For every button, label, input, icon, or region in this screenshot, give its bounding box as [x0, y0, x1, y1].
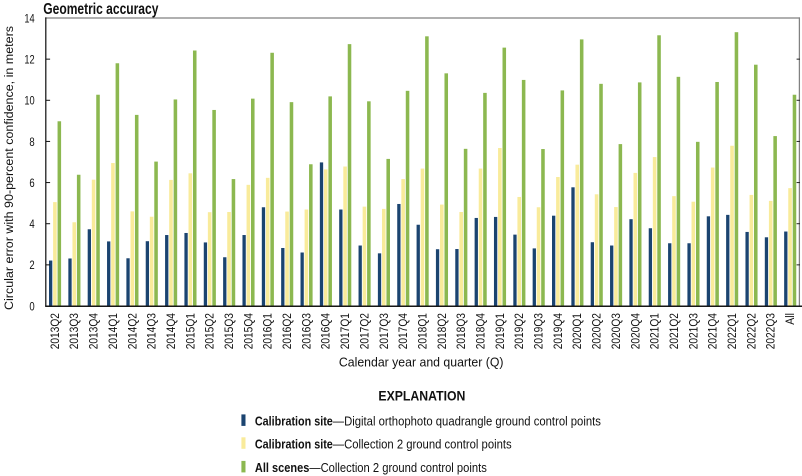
svg-text:2015Q3: 2015Q3 — [222, 313, 236, 349]
svg-text:0: 0 — [29, 299, 34, 313]
svg-text:2017Q3: 2017Q3 — [377, 313, 391, 349]
svg-text:2016Q4: 2016Q4 — [319, 313, 333, 349]
svg-text:2019Q3: 2019Q3 — [532, 313, 546, 349]
svg-text:10: 10 — [24, 94, 34, 108]
svg-text:Calibration site: Calibration site — [255, 438, 333, 452]
svg-text:2022Q3: 2022Q3 — [764, 313, 778, 349]
svg-text:2022Q2: 2022Q2 — [744, 313, 758, 349]
svg-text:2016Q2: 2016Q2 — [280, 313, 294, 349]
svg-text:Circular error with 90-percent: Circular error with 90-percent confidenc… — [2, 26, 16, 310]
svg-text:Calibration site: Calibration site — [255, 415, 333, 429]
svg-text:All: All — [783, 313, 797, 325]
svg-text:2020Q3: 2020Q3 — [609, 313, 623, 349]
svg-text:2016Q1: 2016Q1 — [261, 313, 275, 349]
svg-text:—Digital orthophoto quadrangle: —Digital orthophoto quadrangle ground co… — [333, 415, 601, 429]
svg-text:2018Q1: 2018Q1 — [415, 313, 429, 349]
svg-text:2018Q4: 2018Q4 — [473, 313, 487, 349]
svg-text:—Collection 2 ground control p: —Collection 2 ground control points — [309, 461, 486, 475]
svg-text:2020Q2: 2020Q2 — [590, 313, 604, 349]
svg-text:2018Q2: 2018Q2 — [435, 313, 449, 349]
svg-text:2021Q1: 2021Q1 — [648, 313, 662, 349]
svg-text:2020Q4: 2020Q4 — [628, 313, 642, 349]
svg-text:Geometric accuracy: Geometric accuracy — [43, 1, 158, 18]
svg-text:12: 12 — [24, 52, 34, 66]
svg-text:2019Q1: 2019Q1 — [493, 313, 507, 349]
svg-text:Calendar year and quarter (Q): Calendar year and quarter (Q) — [339, 356, 504, 370]
svg-text:2019Q2: 2019Q2 — [512, 313, 526, 349]
svg-text:6: 6 — [29, 176, 34, 190]
svg-text:2017Q1: 2017Q1 — [338, 313, 352, 349]
svg-text:2021Q2: 2021Q2 — [667, 313, 681, 349]
svg-text:2013Q2: 2013Q2 — [48, 313, 62, 349]
svg-text:14: 14 — [24, 11, 34, 25]
svg-text:2014Q4: 2014Q4 — [164, 313, 178, 349]
svg-text:2015Q2: 2015Q2 — [203, 313, 217, 349]
svg-text:2013Q4: 2013Q4 — [87, 313, 101, 349]
svg-text:4: 4 — [29, 217, 34, 231]
svg-text:2014Q3: 2014Q3 — [145, 313, 159, 349]
svg-text:2017Q2: 2017Q2 — [357, 313, 371, 349]
svg-text:2015Q4: 2015Q4 — [241, 313, 255, 349]
svg-text:2022Q1: 2022Q1 — [725, 313, 739, 349]
svg-text:2020Q1: 2020Q1 — [570, 313, 584, 349]
svg-text:2: 2 — [29, 258, 34, 272]
svg-text:EXPLANATION: EXPLANATION — [378, 388, 465, 404]
svg-text:All scenes: All scenes — [255, 461, 310, 475]
svg-text:2014Q2: 2014Q2 — [125, 313, 139, 349]
svg-text:—Collection 2 ground control p: —Collection 2 ground control points — [333, 438, 512, 452]
svg-text:8: 8 — [29, 135, 34, 149]
svg-text:2021Q4: 2021Q4 — [706, 313, 720, 349]
svg-text:2021Q3: 2021Q3 — [686, 313, 700, 349]
svg-text:2017Q4: 2017Q4 — [396, 313, 410, 349]
svg-text:2019Q4: 2019Q4 — [551, 313, 565, 349]
svg-text:2013Q3: 2013Q3 — [67, 313, 81, 349]
svg-text:2015Q1: 2015Q1 — [183, 313, 197, 349]
svg-text:2016Q3: 2016Q3 — [299, 313, 313, 349]
svg-text:2018Q3: 2018Q3 — [454, 313, 468, 349]
svg-text:2014Q1: 2014Q1 — [106, 313, 120, 349]
